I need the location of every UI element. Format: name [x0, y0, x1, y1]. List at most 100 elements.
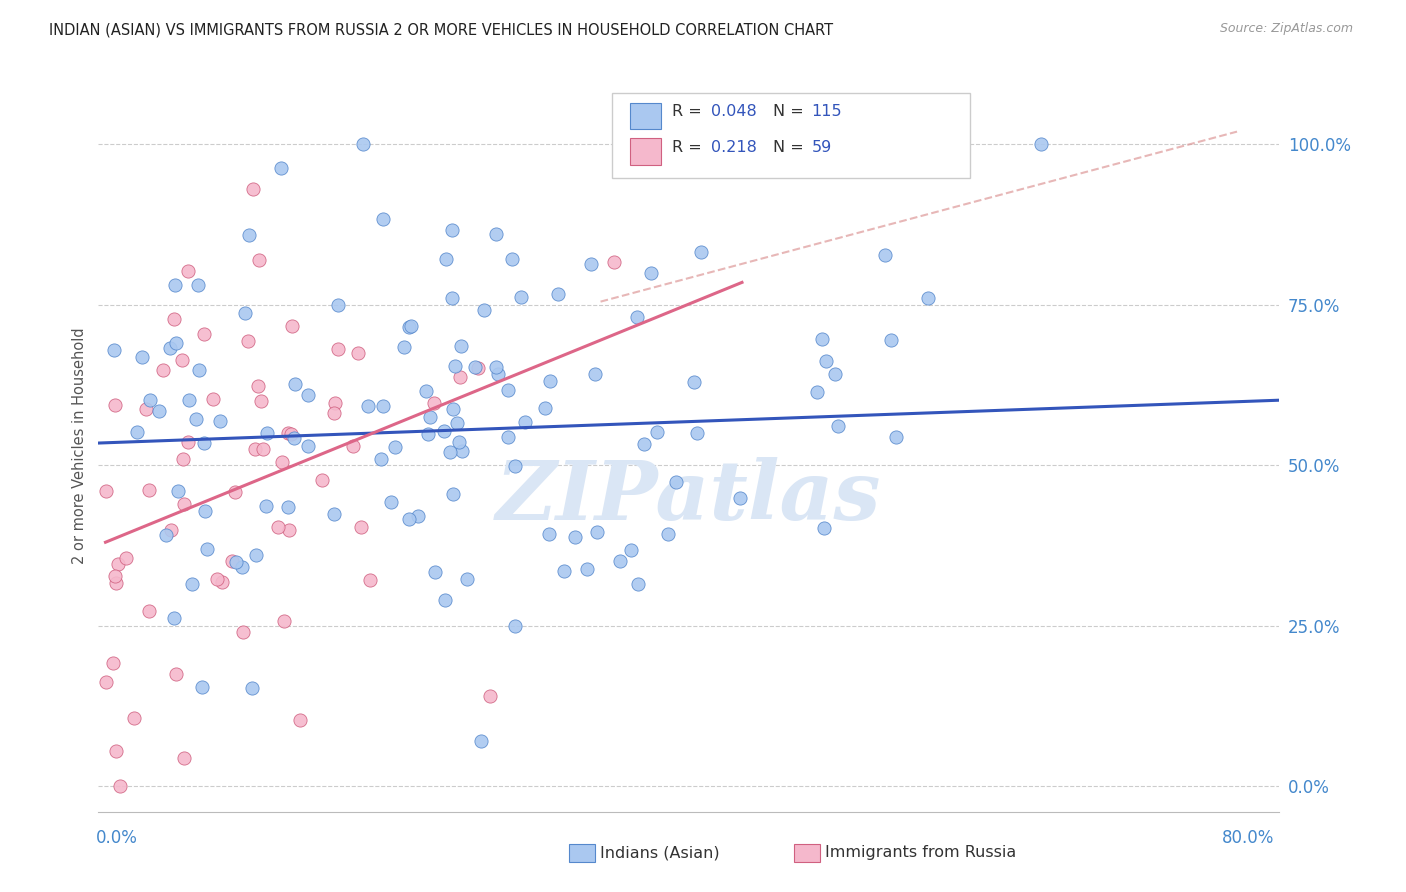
Point [271, 455, 294, 469]
Point [501, 252, 523, 267]
Point [350, 520, 373, 534]
Point [806, 384, 828, 399]
Point [380, 494, 402, 508]
Point [583, 368, 606, 382]
Point [187, 277, 209, 292]
Point [1029, 137, 1052, 152]
Point [827, 418, 849, 433]
Point [231, 560, 253, 574]
Point [884, 430, 907, 444]
Point [398, 512, 420, 526]
Point [281, 318, 304, 333]
Point [166, 484, 188, 499]
Point [440, 291, 463, 305]
Point [478, 690, 501, 704]
Point [810, 332, 832, 346]
Point [450, 443, 472, 458]
Point [283, 431, 305, 445]
Point [163, 611, 186, 625]
Point [373, 399, 395, 413]
Point [419, 409, 441, 424]
Point [406, 508, 429, 523]
Point [416, 426, 439, 441]
Point [503, 618, 526, 632]
Point [464, 360, 486, 375]
Point [155, 528, 177, 542]
Point [579, 257, 602, 271]
Point [626, 310, 648, 325]
Point [398, 319, 420, 334]
Point [172, 353, 194, 368]
Point [423, 396, 446, 410]
Point [277, 425, 299, 440]
Point [633, 437, 655, 451]
Point [205, 572, 228, 586]
Point [172, 451, 194, 466]
Text: R =: R = [672, 104, 707, 119]
Text: INDIAN (ASIAN) VS IMMIGRANTS FROM RUSSIA 2 OR MORE VEHICLES IN HOUSEHOLD CORRELA: INDIAN (ASIAN) VS IMMIGRANTS FROM RUSSIA… [49, 22, 834, 37]
Point [609, 554, 631, 568]
Point [311, 473, 333, 487]
Point [657, 526, 679, 541]
Text: N =: N = [773, 140, 810, 154]
Point [439, 445, 461, 459]
Point [932, 137, 955, 152]
Point [96, 484, 118, 499]
Point [173, 750, 195, 764]
Text: Source: ZipAtlas.com: Source: ZipAtlas.com [1219, 22, 1353, 36]
Point [233, 306, 256, 320]
Point [359, 573, 381, 587]
Text: 59: 59 [811, 140, 831, 154]
Point [447, 435, 470, 450]
Point [160, 523, 183, 537]
Point [352, 137, 374, 152]
Point [917, 291, 939, 305]
Text: R =: R = [672, 140, 707, 154]
Point [576, 562, 599, 576]
Point [814, 354, 837, 368]
Point [503, 459, 526, 474]
Point [515, 415, 537, 429]
Text: ZIPatlas: ZIPatlas [496, 458, 882, 537]
Point [373, 211, 395, 226]
Point [538, 374, 561, 388]
Point [180, 577, 202, 591]
Point [446, 416, 468, 430]
Point [195, 541, 218, 556]
Point [201, 392, 224, 407]
Point [645, 425, 668, 439]
Point [256, 425, 278, 440]
Point [534, 401, 557, 416]
Point [496, 430, 519, 444]
Text: 0.048: 0.048 [711, 104, 758, 119]
Point [152, 363, 174, 377]
Point [288, 713, 311, 727]
Point [434, 252, 457, 267]
Point [449, 369, 471, 384]
Point [254, 500, 277, 514]
Point [165, 278, 187, 293]
Point [370, 452, 392, 467]
Text: Indians (Asian): Indians (Asian) [600, 846, 720, 860]
Text: 0.218: 0.218 [711, 140, 758, 154]
Point [211, 574, 233, 589]
Point [163, 312, 186, 326]
Point [510, 290, 533, 304]
Point [247, 252, 270, 267]
Point [188, 363, 211, 377]
Point [486, 367, 509, 381]
Point [224, 485, 246, 500]
Point [103, 343, 125, 357]
Point [485, 359, 508, 374]
Point [813, 521, 835, 535]
Point [193, 436, 215, 450]
Point [104, 398, 127, 412]
Point [125, 425, 148, 439]
Point [173, 497, 195, 511]
Point [728, 491, 751, 505]
Point [104, 568, 127, 582]
Point [277, 523, 299, 537]
Point [485, 227, 508, 241]
Point [105, 744, 128, 758]
Text: 80.0%: 80.0% [1222, 829, 1274, 847]
